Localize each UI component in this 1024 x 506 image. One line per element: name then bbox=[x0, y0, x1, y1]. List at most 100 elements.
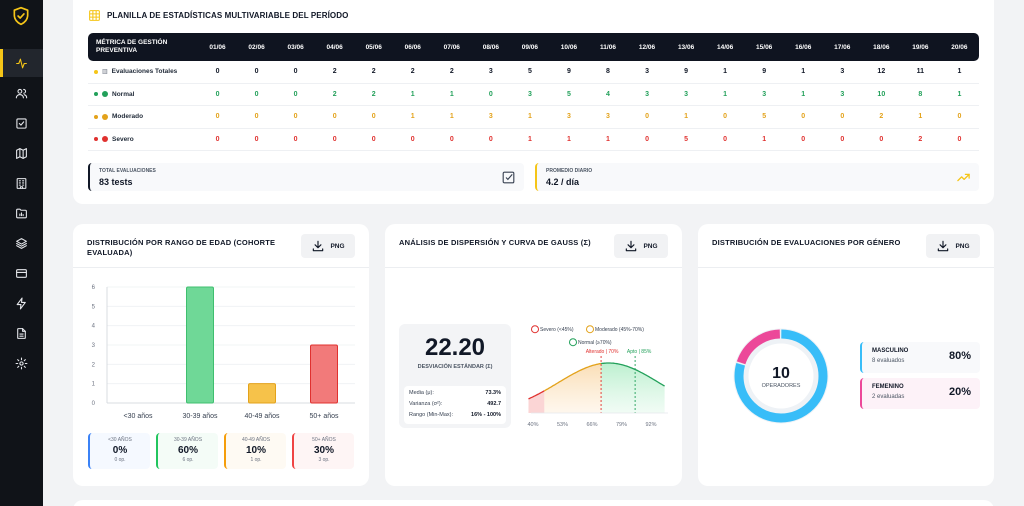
layers-icon bbox=[16, 237, 27, 249]
table-cell: 1 bbox=[527, 135, 532, 143]
table-cell: 0 bbox=[488, 135, 493, 143]
bar[interactable] bbox=[186, 286, 214, 404]
sidebar-item-layers[interactable] bbox=[0, 229, 43, 257]
age-group-percent: 30% bbox=[313, 445, 334, 456]
gender-name: FEMENINO bbox=[872, 384, 904, 390]
row-label-text: Severo bbox=[112, 135, 134, 143]
metric-column-header: MÉTRICA DE GESTIÓN PREVENTIVA bbox=[96, 39, 168, 54]
next-card-edge bbox=[73, 500, 994, 506]
statistics-table: MÉTRICA DE GESTIÓN PREVENTIVA 01/06 02/06… bbox=[88, 33, 979, 151]
building-icon bbox=[16, 177, 27, 189]
date-column-header: 15/06 bbox=[756, 43, 773, 51]
age-group-operators: 6 op. bbox=[182, 457, 194, 463]
age-png-button[interactable]: PNG bbox=[301, 234, 355, 258]
red-circle-icon bbox=[102, 136, 108, 143]
severe-area bbox=[528, 390, 545, 413]
table-cell: 0 bbox=[410, 135, 415, 143]
sidebar-item-billing[interactable] bbox=[0, 259, 43, 287]
table-cell: 10 bbox=[877, 90, 886, 98]
date-column-header: 09/06 bbox=[521, 43, 539, 51]
sidebar-item-checklist[interactable] bbox=[0, 109, 43, 137]
age-group-operators: 3 op. bbox=[318, 457, 330, 463]
shield-check-icon[interactable] bbox=[11, 6, 31, 26]
table-cell: 0 bbox=[293, 135, 298, 143]
document-icon bbox=[17, 327, 26, 339]
gauss-x-tick: 53% bbox=[557, 422, 568, 428]
stat-key: Varianza (σ²): bbox=[409, 400, 443, 407]
stat-row: Rango (Min-Max): 16% - 100% bbox=[404, 408, 506, 419]
legend-label: Normal (≥70%) bbox=[578, 340, 612, 346]
table-cell: 1 bbox=[801, 68, 806, 76]
age-chart-title: DISTRIBUCIÓN POR RANGO DE EDAD (COHORTE … bbox=[87, 238, 276, 257]
table-cell: 0 bbox=[332, 135, 337, 143]
moderate-area bbox=[544, 363, 602, 413]
gauss-x-tick: 40% bbox=[527, 422, 538, 428]
trending-up-icon bbox=[957, 173, 970, 182]
row-metric-label: ▥ Evaluaciones Totales bbox=[88, 68, 198, 75]
gender-png-button[interactable]: PNG bbox=[926, 234, 980, 258]
table-cell: 2 bbox=[371, 68, 376, 76]
sheet-title: PLANILLA DE ESTADÍSTICAS MULTIVARIABLE D… bbox=[88, 9, 348, 22]
table-cell: 1 bbox=[762, 135, 767, 143]
age-group-operators: 1 op. bbox=[250, 457, 262, 463]
table-cell: 1 bbox=[957, 68, 962, 76]
date-column-header: 20/06 bbox=[951, 43, 968, 51]
legend-marker bbox=[531, 325, 539, 334]
table-cell: 0 bbox=[332, 113, 337, 121]
sidebar-item-reports[interactable] bbox=[0, 199, 43, 227]
age-group-name: 30-39 AÑOS bbox=[173, 437, 203, 443]
table-header: MÉTRICA DE GESTIÓN PREVENTIVA 01/06 02/06… bbox=[88, 33, 979, 61]
age-group-percent: 0% bbox=[112, 445, 128, 456]
gender-count: 8 evaluados bbox=[872, 358, 905, 364]
table-cell: 4 bbox=[606, 90, 610, 98]
moderate-curve bbox=[544, 362, 602, 392]
date-column-header: 03/06 bbox=[287, 43, 304, 51]
orange-circle-icon bbox=[102, 113, 108, 120]
table-grid-icon bbox=[89, 10, 100, 21]
table-cell: 0 bbox=[879, 135, 884, 143]
table-cell: 0 bbox=[371, 135, 376, 143]
table-cell: 3 bbox=[606, 113, 610, 121]
row-bullet bbox=[94, 92, 98, 97]
gauss-png-button[interactable]: PNG bbox=[614, 234, 668, 258]
sidebar-item-activity[interactable] bbox=[0, 49, 43, 77]
sidebar-item-map[interactable] bbox=[0, 139, 43, 167]
stat-row: Media (μ): 73.3% bbox=[404, 386, 506, 397]
table-cell: 3 bbox=[762, 90, 767, 98]
sidebar-item-users[interactable] bbox=[0, 79, 43, 107]
table-cell: 9 bbox=[684, 68, 689, 76]
age-group-card: 30-39 AÑOS 60% 6 op. bbox=[156, 433, 218, 469]
age-group-card: <30 AÑOS 0% 0 op. bbox=[88, 433, 150, 469]
table-cell: 3 bbox=[684, 90, 689, 98]
table-cell: 3 bbox=[488, 68, 493, 76]
y-tick-label: 4 bbox=[92, 324, 96, 330]
x-tick-label: 50+ años bbox=[310, 413, 339, 420]
table-cell: 1 bbox=[723, 90, 728, 98]
donut-total: 10 bbox=[772, 365, 790, 382]
table-cell: 0 bbox=[840, 113, 845, 121]
row-bullet bbox=[94, 114, 98, 119]
bar[interactable] bbox=[248, 383, 276, 404]
stat-value: 73.3% bbox=[485, 389, 501, 396]
table-cell: 2 bbox=[879, 113, 884, 121]
age-group-card: 50+ AÑOS 30% 3 op. bbox=[292, 433, 354, 469]
gauss-x-tick: 92% bbox=[645, 422, 656, 428]
folder-chart-icon bbox=[16, 208, 27, 218]
age-card-header: DISTRIBUCIÓN POR RANGO DE EDAD (COHORTE … bbox=[73, 224, 369, 268]
donut-segment-masculino[interactable] bbox=[734, 329, 828, 423]
sidebar-item-documents[interactable] bbox=[0, 319, 43, 347]
sidebar-item-settings[interactable] bbox=[0, 349, 43, 377]
table-cell: 0 bbox=[723, 135, 728, 143]
donut-total-label: OPERADORES bbox=[762, 383, 801, 389]
sidebar-item-energy[interactable] bbox=[0, 289, 43, 317]
sheet-title-text: PLANILLA DE ESTADÍSTICAS MULTIVARIABLE D… bbox=[107, 11, 349, 20]
table-cell: 3 bbox=[840, 68, 845, 76]
table-cell: 1 bbox=[449, 113, 454, 121]
table-cell: 0 bbox=[215, 113, 220, 121]
sidebar-item-building[interactable] bbox=[0, 169, 43, 197]
distribution-stats: Media (μ): 73.3% Varianza (σ²): 492.7 Rango … bbox=[404, 386, 506, 424]
bar[interactable] bbox=[310, 344, 338, 404]
stat-key: Rango (Min-Max): bbox=[409, 411, 454, 418]
checkbox-icon bbox=[502, 171, 515, 184]
